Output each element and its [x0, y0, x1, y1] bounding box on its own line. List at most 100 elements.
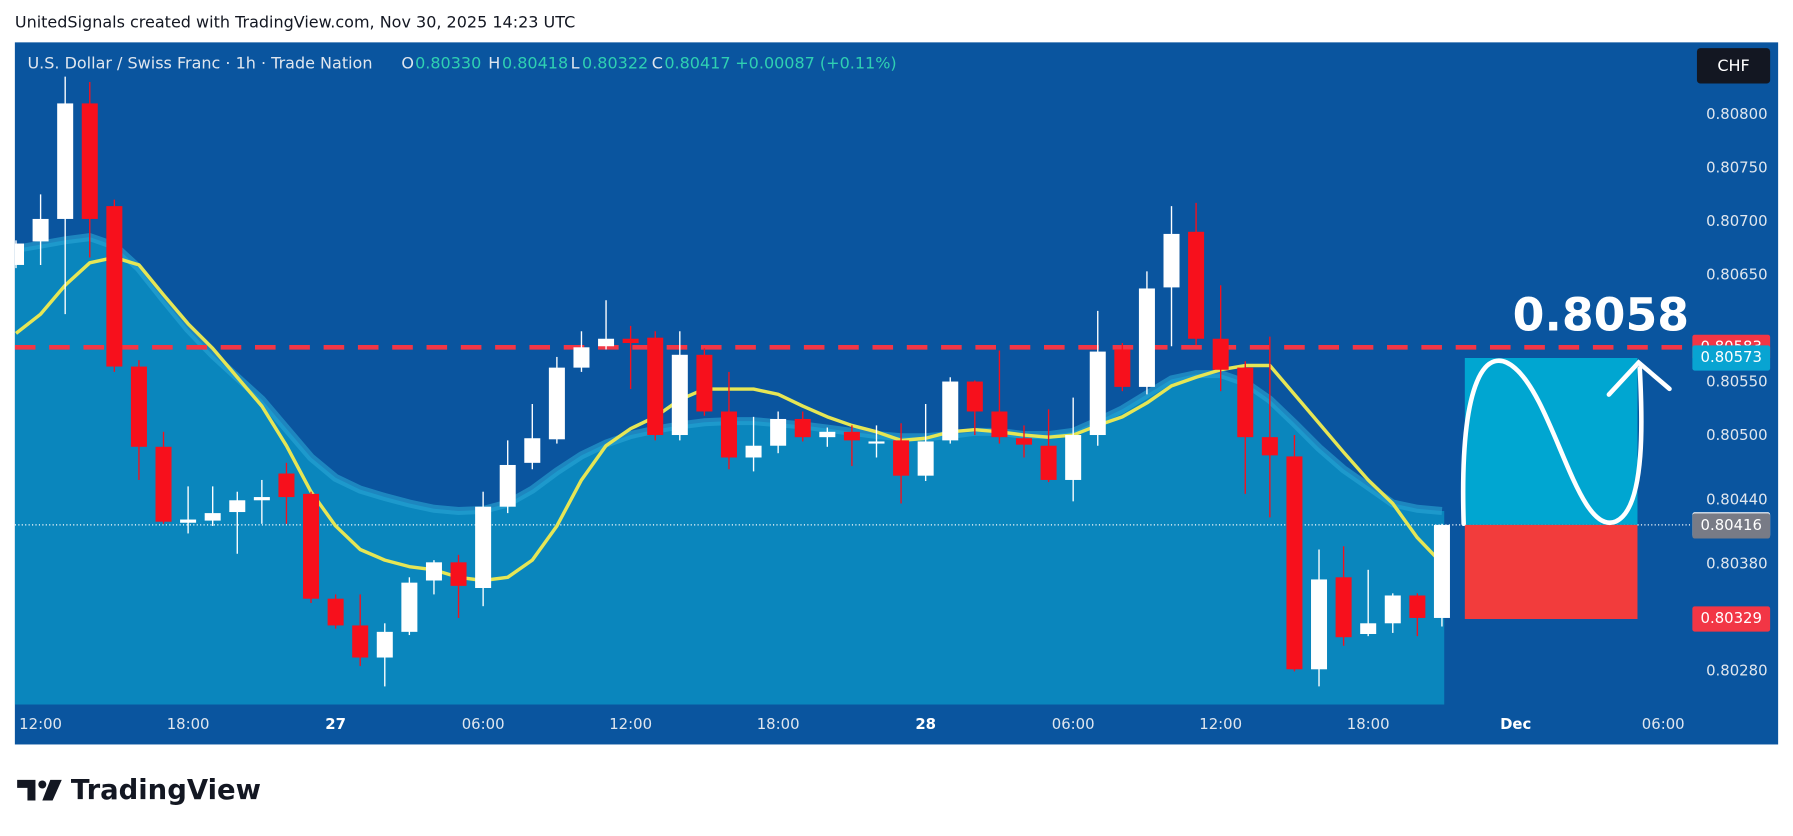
candle-body [671, 354, 688, 436]
candle-body [942, 381, 959, 441]
candle-body [1089, 351, 1106, 436]
candle-body [204, 513, 221, 521]
candle-body [57, 103, 74, 219]
candle-body [622, 338, 639, 344]
candle-body [991, 411, 1008, 438]
annotation-group: 0.8058 [1460, 288, 1689, 620]
x-tick-label: 12:00 [19, 715, 62, 733]
x-tick-label: 12:00 [1199, 715, 1242, 733]
y-tick-label: 0.80440 [1706, 490, 1767, 508]
candle-body [81, 103, 98, 219]
candle-body [1114, 349, 1131, 387]
candle-body [1360, 623, 1377, 634]
candle-body [745, 445, 762, 458]
price-label: 0.80329 [1701, 609, 1762, 627]
candle-body [1237, 367, 1254, 438]
legend-value: 0.80330 [415, 54, 481, 73]
candle-body [376, 631, 393, 658]
candle-body [14, 243, 25, 265]
price-label-box [1692, 513, 1771, 539]
y-tick-label: 0.80280 [1706, 661, 1767, 679]
arrow-head [1606, 359, 1672, 397]
logo-text: TradingView [71, 775, 261, 806]
y-tick-label: 0.80650 [1706, 266, 1767, 284]
candle-body [253, 497, 270, 501]
candle-body [647, 337, 664, 436]
x-tick-label: 12:00 [609, 715, 652, 733]
candle-body [130, 366, 147, 447]
price-label: 0.80573 [1701, 348, 1762, 366]
logo-icon [17, 779, 36, 801]
x-tick-label: 18:00 [167, 715, 210, 733]
candle-body [966, 381, 983, 412]
legend-value: 0.80417 [664, 54, 730, 73]
candle-body [499, 464, 516, 507]
candle-body [450, 562, 467, 586]
candle-body [1065, 435, 1082, 480]
price-label-box [1692, 606, 1771, 632]
candle-body [1015, 438, 1033, 445]
candle-body [893, 440, 910, 476]
currency[interactable]: CHF [1717, 56, 1749, 75]
x-tick-label: 06:00 [1052, 715, 1095, 733]
candle-body [1188, 231, 1205, 339]
overlay-area [14, 237, 1445, 705]
axes: 12:00 18:00 27 06:00 12:00 18:00 28 06:00 12:00 1… [19, 105, 1771, 733]
currency-button[interactable] [1696, 48, 1771, 84]
candle-body [1286, 456, 1303, 670]
logo: TradingView [17, 775, 261, 806]
candle-body [229, 500, 246, 513]
x-tick-label: Dec [1500, 715, 1531, 733]
candle-body [819, 431, 836, 438]
candle-body [278, 473, 295, 498]
candle-body [524, 438, 541, 463]
candle-body [1311, 579, 1328, 670]
candle-body [1261, 437, 1278, 456]
legend-value: 0.80418 [502, 54, 568, 73]
header: UnitedSignals created with TradingView.c… [15, 12, 575, 31]
candle-body [843, 431, 860, 441]
candle-body [1212, 338, 1229, 370]
candle-body [770, 418, 787, 446]
price-label: 0.80416 [1701, 516, 1762, 534]
candle-body [598, 338, 615, 347]
candle-body [425, 562, 442, 581]
candle-body [794, 418, 811, 438]
plot-area [14, 76, 1691, 705]
candle-body [1384, 595, 1401, 624]
candle-body [917, 441, 934, 476]
candle-body [573, 347, 590, 368]
candle-body [303, 493, 320, 599]
y-tick-label: 0.80380 [1706, 554, 1767, 572]
legend-label: C [652, 54, 663, 73]
x-tick-label: 27 [325, 715, 346, 733]
legend-label: O [401, 54, 414, 73]
candle-body [401, 582, 418, 632]
x-tick-label: 06:00 [462, 715, 505, 733]
logo-icon [38, 780, 47, 789]
candle-body [1335, 577, 1352, 638]
y-tick-label: 0.80750 [1706, 159, 1767, 177]
candle-body [548, 367, 565, 440]
candle-body [32, 218, 49, 242]
position-target [1464, 358, 1638, 525]
y-tick-label: 0.80550 [1706, 373, 1767, 391]
candle-body [868, 441, 885, 444]
x-tick-label: 18:00 [757, 715, 800, 733]
y-tick-label: 0.80800 [1706, 105, 1767, 123]
candle-body [1163, 233, 1180, 288]
candle-body [1138, 288, 1155, 387]
legend-label: H [488, 54, 500, 73]
y-tick-label: 0.80700 [1706, 212, 1767, 230]
candle-body [155, 446, 172, 522]
y-tick-label: 0.80500 [1706, 426, 1767, 444]
legend-change: +0.00087 (+0.11%) [735, 54, 896, 73]
legend-value: 0.80322 [582, 54, 648, 73]
price-label-box [1692, 345, 1771, 371]
arrow-curve [1460, 358, 1644, 527]
candle-body [327, 598, 344, 626]
logo-icon [42, 779, 62, 801]
candle-body [180, 519, 197, 523]
candle-body [1040, 445, 1057, 480]
